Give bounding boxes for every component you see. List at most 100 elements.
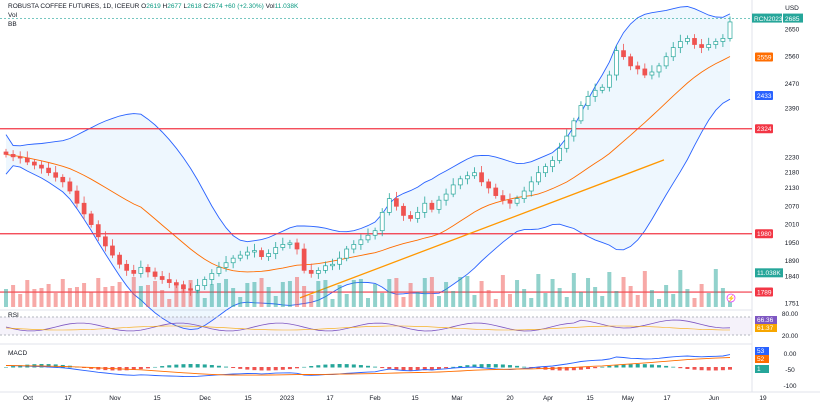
macd-histogram-bar [181, 364, 186, 368]
level-1789-tag-bg [755, 287, 773, 297]
candle-body [528, 181, 534, 192]
indicator-vol-label[interactable]: Vol [8, 12, 18, 19]
volume-bar [60, 279, 65, 307]
volume-bar [493, 299, 498, 307]
candle-body [543, 166, 548, 174]
volume-bar [536, 274, 541, 307]
bb-lower-line [5, 98, 731, 331]
candle-body [138, 266, 144, 274]
volume-bar [529, 298, 534, 307]
candle-body [174, 282, 179, 286]
candle-body [386, 198, 392, 213]
macd-histogram-bar [273, 367, 278, 371]
candle-body [81, 202, 87, 215]
x-axis-tick-label: 19 [759, 395, 767, 402]
candle-body [521, 190, 527, 200]
volume-bar [160, 290, 165, 307]
candle-body [493, 187, 499, 196]
volume-bar [245, 283, 250, 307]
candle-body [230, 257, 236, 264]
candle-body [188, 288, 193, 291]
symbol-title[interactable]: ROBUSTA COFFEE FUTURES, 1D, ICEEUR [8, 3, 140, 10]
macd-histogram-bar [153, 366, 158, 368]
candle-body [351, 244, 357, 250]
volume-bar [600, 296, 605, 307]
volume-bar [394, 278, 399, 307]
macd-histogram-bar [266, 367, 271, 371]
macd-histogram-bar [330, 364, 335, 368]
volume-bar [174, 285, 179, 307]
candle-body [663, 56, 669, 67]
volume-bar [216, 283, 221, 307]
macd-histogram-bar [415, 367, 420, 371]
candle-body [287, 242, 293, 245]
volume-bar [231, 288, 236, 307]
macd-histogram-bar [188, 364, 193, 368]
candle-body [592, 89, 598, 97]
rsi-tick: 80.00 [782, 311, 799, 318]
y-axis-tick-label: 2180 [785, 170, 800, 177]
trend-line[interactable] [299, 159, 665, 299]
candle-body [259, 250, 264, 257]
macd-histogram-bar [657, 365, 662, 368]
macd-histogram-bar [131, 367, 136, 370]
macd-histogram-bar [380, 367, 385, 369]
volume-bar [671, 294, 676, 307]
volume-bar [337, 285, 342, 307]
y-axis-tick-label: 2010 [785, 222, 800, 229]
volume-bar [131, 277, 136, 307]
candle-body [550, 160, 555, 167]
macd-histogram-bar [593, 367, 598, 369]
volume-bar [273, 296, 278, 307]
bb-mid-tag: 2559 [757, 54, 772, 61]
volume-bar [522, 289, 527, 307]
x-axis-tick-label: Oct [23, 395, 33, 402]
lightning-icon[interactable] [726, 293, 736, 303]
volume-bar [295, 277, 300, 307]
candle-body [479, 172, 484, 183]
macd-tick: -100 [783, 383, 796, 390]
macd-histogram-bar [500, 364, 505, 368]
candle-body [422, 202, 428, 213]
macd-histogram-bar [287, 367, 292, 370]
macd-tag1-bg [755, 347, 769, 355]
macd-histogram-bar [344, 364, 349, 368]
macd-label[interactable]: MACD [8, 350, 28, 357]
macd-histogram-bar [720, 367, 725, 371]
volume-bar [380, 293, 385, 307]
macd-histogram-bar [465, 365, 470, 368]
volume-bar [586, 278, 591, 307]
volume-bar [635, 295, 640, 307]
volume-bar [351, 280, 356, 307]
candle-body [315, 270, 321, 274]
macd-histogram-bar [692, 367, 697, 370]
candle-body [323, 265, 328, 271]
volume-bar [507, 294, 512, 307]
candle-body [39, 164, 44, 169]
candle-body [713, 41, 719, 45]
macd-histogram-bar [358, 365, 363, 368]
macd-histogram-bar [621, 364, 626, 368]
candle-body [252, 250, 257, 253]
volume-bar [415, 292, 420, 307]
macd-line [5, 354, 731, 378]
indicator-bb-label[interactable]: BB [8, 21, 17, 28]
macd-histogram-bar [706, 367, 711, 371]
macd-histogram-bar [195, 364, 200, 368]
bb-low-tag-bg [755, 90, 773, 100]
last-price-tag-bg [783, 13, 803, 23]
y-axis-tick-label: 2070 [785, 203, 800, 210]
y-axis-tick-label: 1890 [785, 258, 800, 265]
candle-body [642, 68, 648, 76]
candle-body [301, 248, 307, 271]
volume-bar [238, 297, 243, 307]
x-axis-tick-label: Feb [369, 395, 381, 402]
rsi-label[interactable]: RSI [8, 312, 19, 319]
volume-bar [358, 279, 363, 307]
candle-body [344, 248, 350, 259]
macd-histogram-bar [231, 367, 236, 369]
candle-body [280, 244, 286, 248]
macd-histogram-bar [167, 365, 172, 368]
x-axis-tick-label: 17 [64, 395, 72, 402]
